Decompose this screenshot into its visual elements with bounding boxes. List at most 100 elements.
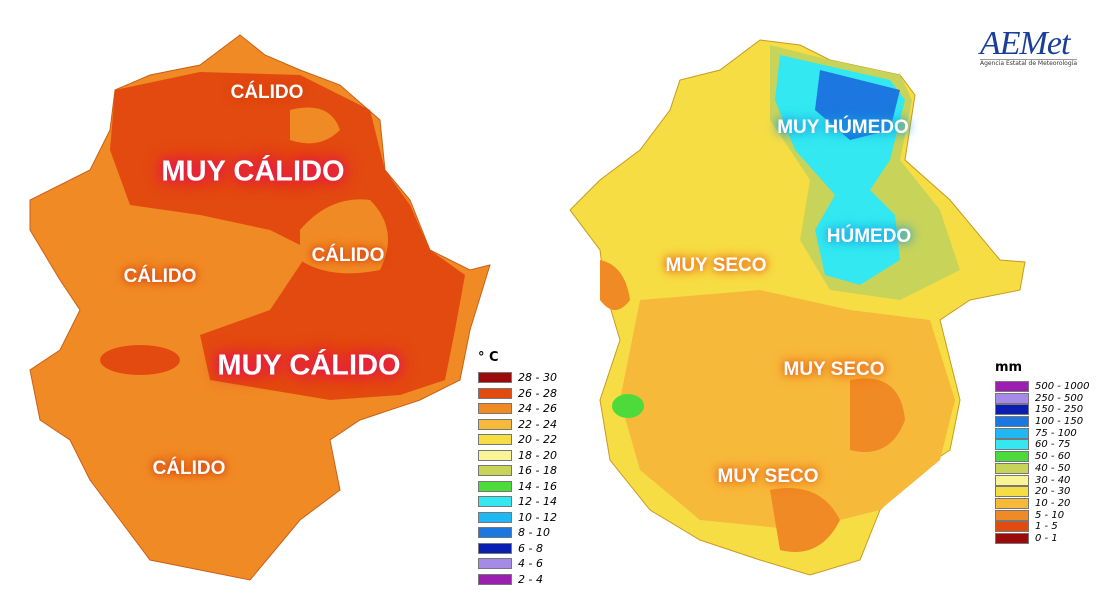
legend-item: 28 - 30 bbox=[478, 371, 557, 384]
legend-swatch bbox=[995, 462, 1029, 474]
legend-label: 8 - 10 bbox=[518, 526, 550, 539]
map-label: MUY CÁLIDO bbox=[217, 349, 401, 382]
legend-label: 30 - 40 bbox=[1035, 474, 1071, 486]
map-label: MUY HÚMEDO bbox=[777, 117, 909, 138]
logo: AEMet Agencia Estatal de Meteorología bbox=[980, 25, 1077, 67]
legend-swatch bbox=[995, 509, 1029, 521]
legend-label: 26 - 28 bbox=[518, 386, 557, 400]
legend-item: 20 - 22 bbox=[478, 433, 557, 446]
very-warm-zone bbox=[110, 72, 465, 400]
legend: mm 500 - 1000 250 - 500 150 - 250 100 - 150 7… bbox=[995, 360, 1090, 545]
legend-label: 18 - 20 bbox=[518, 448, 557, 462]
legend-label: 0 - 1 bbox=[1035, 532, 1058, 544]
map-label: HÚMEDO bbox=[826, 226, 912, 247]
legend-swatch bbox=[995, 427, 1029, 439]
logo-subtitle: Agencia Estatal de Meteorología bbox=[980, 59, 1077, 67]
legend-swatch bbox=[478, 418, 512, 430]
map-label: MUY SECO bbox=[717, 466, 819, 487]
legend-item: 24 - 26 bbox=[478, 402, 557, 415]
legend-item: 12 - 14 bbox=[478, 495, 557, 508]
legend-label: 150 - 250 bbox=[1035, 404, 1084, 416]
legend-item: 8 - 10 bbox=[478, 526, 557, 539]
legend-label: 22 - 24 bbox=[518, 417, 557, 431]
legend-label: 10 - 12 bbox=[518, 510, 557, 524]
legend-swatch bbox=[995, 392, 1029, 404]
legend-item: 30 - 40 bbox=[995, 474, 1090, 486]
legend-swatch bbox=[995, 497, 1029, 509]
legend-swatch bbox=[478, 542, 512, 554]
legend: ° C 28 - 30 26 - 28 24 - 26 22 - 24 20 - 22 18… bbox=[478, 350, 557, 588]
legend-swatch bbox=[478, 480, 512, 492]
legend-swatch bbox=[995, 532, 1029, 544]
legend-item: 5 - 10 bbox=[995, 509, 1090, 521]
map-label: CÁLIDO bbox=[123, 266, 197, 287]
legend-item: 1 - 5 bbox=[995, 521, 1090, 533]
legend-item: 100 - 150 bbox=[995, 416, 1090, 428]
legend-item: 75 - 100 bbox=[995, 427, 1090, 439]
legend-label: 5 - 10 bbox=[1035, 509, 1065, 521]
map-label: MUY SECO bbox=[665, 255, 767, 276]
legend-swatch bbox=[995, 521, 1029, 533]
legend-item: 14 - 16 bbox=[478, 480, 557, 493]
very-wet-zone bbox=[815, 70, 900, 140]
warm-patch bbox=[290, 107, 388, 274]
legend-swatch bbox=[995, 404, 1029, 416]
legend-label: 20 - 22 bbox=[518, 433, 557, 446]
legend-swatch bbox=[995, 439, 1029, 451]
dry-zone bbox=[620, 290, 955, 530]
legend-label: 12 - 14 bbox=[518, 495, 557, 508]
legend-title: mm bbox=[995, 360, 1023, 375]
legend-label: 10 - 20 bbox=[1035, 497, 1071, 509]
logo-name: AEMet bbox=[980, 25, 1070, 62]
legend-item: 26 - 28 bbox=[478, 387, 557, 400]
legend-swatch bbox=[478, 449, 512, 461]
legend-item: 40 - 50 bbox=[995, 462, 1090, 474]
legend-label: 24 - 26 bbox=[518, 402, 557, 415]
legend-label: 14 - 16 bbox=[518, 479, 557, 493]
legend-label: 100 - 150 bbox=[1035, 416, 1084, 428]
legend-swatch bbox=[478, 434, 512, 445]
legend-swatch bbox=[478, 403, 512, 414]
legend-label: 16 - 18 bbox=[518, 464, 557, 477]
legend-label: 20 - 30 bbox=[1035, 486, 1071, 498]
legend-swatch bbox=[995, 381, 1029, 392]
legend-swatch bbox=[478, 511, 512, 523]
legend-title: ° C bbox=[478, 350, 499, 365]
map-label: MUY CÁLIDO bbox=[161, 155, 345, 188]
legend-swatch bbox=[478, 558, 512, 569]
legend-item: 60 - 75 bbox=[995, 439, 1090, 451]
legend-swatch bbox=[478, 496, 512, 507]
legend-item: 0 - 1 bbox=[995, 532, 1090, 544]
legend-swatch bbox=[995, 486, 1029, 498]
legend-label: 60 - 75 bbox=[1035, 439, 1071, 451]
legend-swatch bbox=[478, 527, 512, 538]
legend-item: 10 - 20 bbox=[995, 497, 1090, 509]
legend-swatch bbox=[995, 451, 1029, 463]
legend-label: 40 - 50 bbox=[1035, 462, 1071, 474]
legend-label: 50 - 60 bbox=[1035, 451, 1071, 463]
legend-item: 6 - 8 bbox=[478, 542, 557, 555]
legend-swatch bbox=[478, 573, 512, 585]
legend-label: 4 - 6 bbox=[518, 557, 543, 570]
legend-item: 2 - 4 bbox=[478, 573, 557, 586]
legend-item: 250 - 500 bbox=[995, 392, 1090, 404]
legend-item: 16 - 18 bbox=[478, 464, 557, 477]
legend-label: 28 - 30 bbox=[518, 371, 557, 384]
legend-item: 10 - 12 bbox=[478, 511, 557, 524]
legend-item: 4 - 6 bbox=[478, 557, 557, 570]
map-label: CÁLIDO bbox=[152, 458, 226, 479]
green-patch bbox=[612, 394, 644, 418]
legend-item: 18 - 20 bbox=[478, 449, 557, 462]
legend-item: 20 - 30 bbox=[995, 486, 1090, 498]
legend-item: 500 - 1000 bbox=[995, 381, 1090, 392]
legend-item: 150 - 250 bbox=[995, 404, 1090, 416]
legend-label: 250 - 500 bbox=[1035, 392, 1084, 404]
map-label: CÁLIDO bbox=[230, 82, 304, 103]
map-label: CÁLIDO bbox=[311, 245, 385, 266]
legend-item: 22 - 24 bbox=[478, 418, 557, 431]
legend-swatch bbox=[478, 465, 512, 476]
legend-label: 75 - 100 bbox=[1035, 427, 1077, 439]
legend-swatch bbox=[995, 474, 1029, 486]
